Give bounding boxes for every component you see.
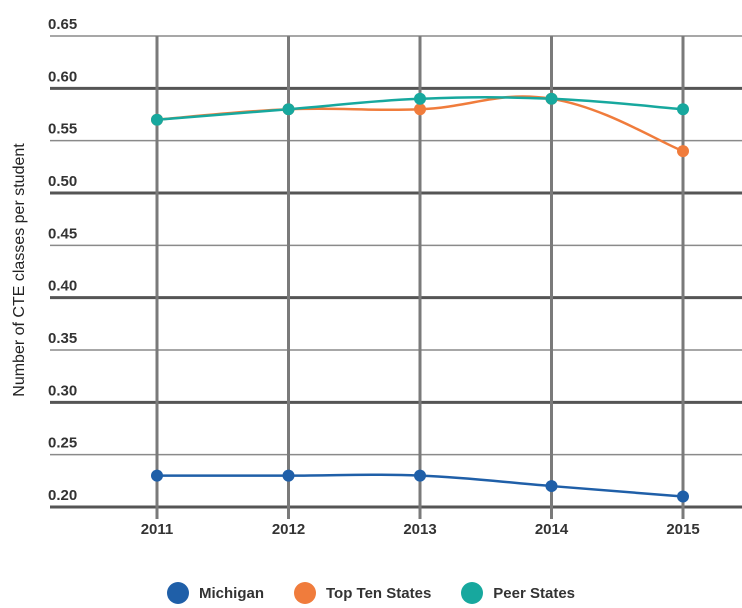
legend-label: Top Ten States	[326, 584, 432, 602]
y-tick-label: 0.50	[48, 173, 77, 190]
x-tick-label: 2014	[535, 521, 569, 538]
data-point-peer-states-2011	[151, 113, 163, 126]
data-point-top-ten-states-2013	[414, 103, 426, 116]
data-point-michigan-2013	[414, 469, 426, 482]
y-tick-label: 0.35	[48, 330, 77, 347]
data-point-top-ten-states-2015	[677, 145, 689, 158]
legend-label: Michigan	[198, 584, 264, 602]
y-tick-label: 0.40	[48, 278, 77, 295]
legend-swatch	[166, 582, 189, 604]
data-point-peer-states-2014	[545, 92, 558, 105]
line-chart: 0.20 0.25 0.30 0.35 0.40 0.45 0.50 0.55 0.60 0.65…	[11, 16, 742, 538]
data-point-michigan-2014	[545, 480, 558, 493]
data-point-michigan-2012	[282, 469, 295, 482]
chart-legend: Michigan Top Ten States Peer States	[0, 578, 742, 608]
y-tick-label: 0.60	[48, 68, 77, 85]
legend-item-top-ten-states: Top Ten States	[294, 582, 431, 604]
legend-swatch	[294, 582, 316, 604]
x-tick-label: 2012	[272, 521, 305, 538]
y-axis-tick-labels: 0.20 0.25 0.30 0.35 0.40 0.45 0.50 0.55 0.60 0.65	[48, 16, 77, 504]
x-tick-label: 2013	[403, 521, 436, 538]
horizontal-gridlines	[50, 35, 742, 509]
data-point-peer-states-2015	[677, 103, 689, 116]
y-tick-label: 0.65	[48, 16, 77, 33]
legend-swatch	[461, 582, 484, 604]
y-tick-label: 0.30	[48, 382, 77, 399]
x-tick-label: 2015	[666, 521, 699, 538]
x-axis-tick-labels: 2011 2012 2013 2014 2015	[141, 521, 700, 538]
data-point-michigan-2015	[677, 490, 689, 503]
y-tick-label: 0.25	[48, 435, 77, 452]
legend-item-michigan: Michigan	[166, 582, 264, 604]
series-points	[151, 92, 689, 503]
y-tick-label: 0.20	[48, 487, 77, 504]
data-point-peer-states-2013	[414, 92, 426, 105]
y-axis-label: Number of CTE classes per student	[11, 143, 28, 397]
y-tick-label: 0.45	[48, 225, 77, 242]
data-point-michigan-2011	[151, 469, 163, 482]
x-tick-label: 2011	[141, 521, 174, 538]
legend-label: Peer States	[493, 584, 576, 602]
data-point-peer-states-2012	[282, 103, 295, 116]
legend-item-peer-states: Peer States	[461, 582, 575, 604]
y-tick-label: 0.55	[48, 121, 77, 138]
